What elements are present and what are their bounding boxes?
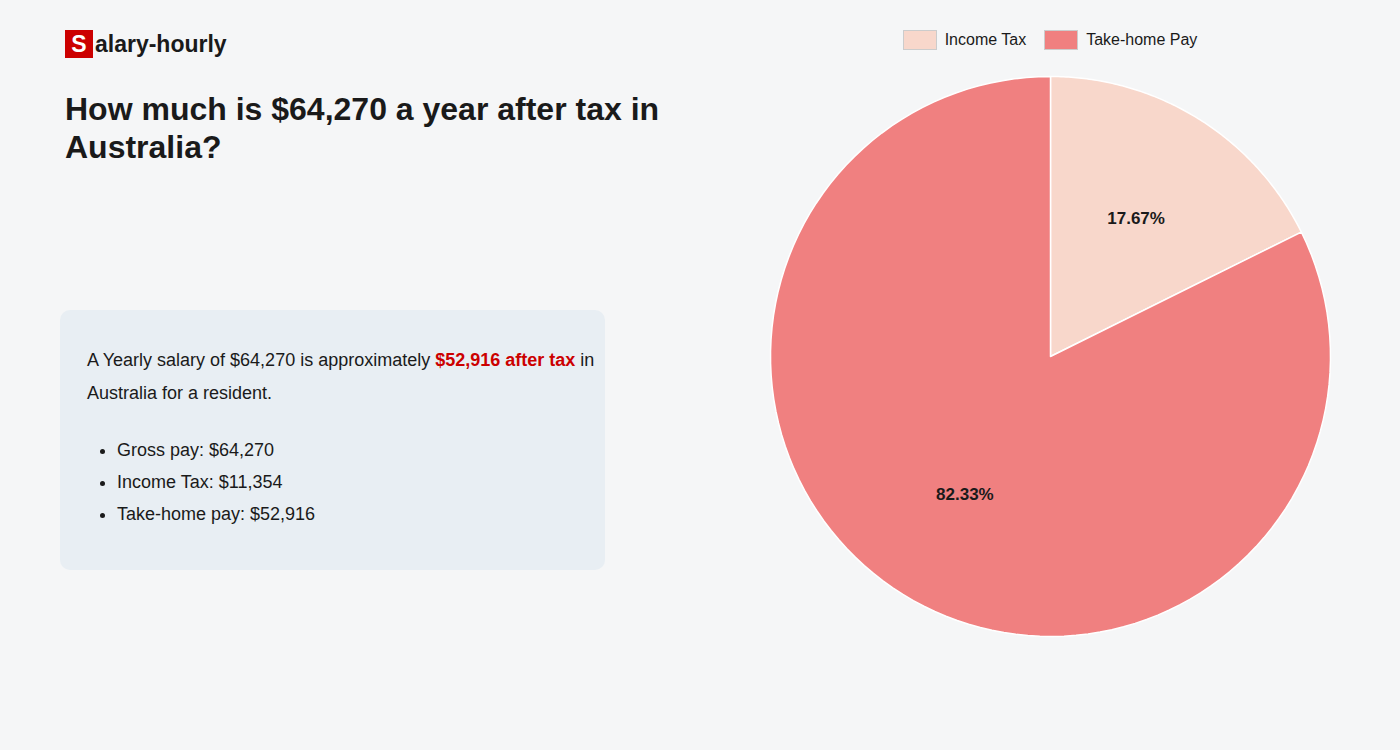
html-text:Gross pay: $64,270: Gross pay: $64,270 [117, 440, 275, 460]
svg-text:17.67%: 17.67% [1107, 209, 1165, 228]
html-text:A Yearly salary of $64,270 is: A Yearly salary of $64,270 is approximat… [87, 350, 595, 370]
html-text:How much is $64,270 a year aft: How much is $64,270 a year after tax in … [65, 91, 660, 166]
svg-text:82.33%: 82.33% [936, 485, 994, 504]
html-text:Take-home Pay: Take-home Pay [1086, 31, 1198, 48]
html-text:Take-home pay: $52,916: Take-home pay: $52,916 [117, 504, 316, 524]
html-text:Income Tax: Income Tax [944, 31, 1027, 48]
html-text:Australia for a resident.: Australia for a resident. [87, 383, 273, 403]
html-text:Income Tax: $11,354: Income Tax: $11,354 [117, 472, 283, 492]
html-text:S alary-hourly: S alary-hourly [71, 30, 227, 57]
